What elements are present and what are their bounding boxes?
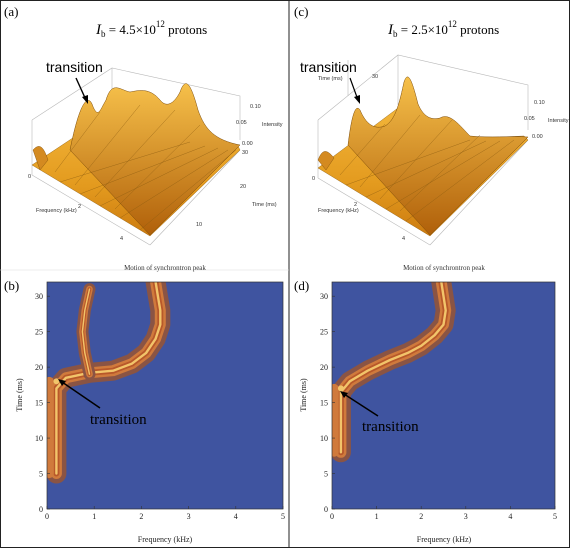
panel-a-time-tick-20: 20 (240, 184, 246, 190)
x-tick-label: 0 (45, 512, 49, 521)
panel-c-intensity-tick-0: 0.10 (534, 100, 545, 106)
panel-b-plot-frame (46, 281, 284, 510)
x-tick-label: 1 (375, 512, 379, 521)
panel-c: (c) Ib = 2.5×1012 protons transition Tim… (294, 4, 569, 246)
panel-d-xlabel: Frequency (kHz) (417, 535, 472, 544)
panel-a-intensity-tick-2: 0.00 (242, 141, 253, 147)
panel-a-intensity-tick-1: 0.05 (236, 120, 247, 126)
panel-b: (b) Motion of synchrontron peak 0 1 2 3 4 5 0 5… (4, 264, 285, 544)
panel-c-ridge (347, 76, 529, 236)
panel-c-mesh (339, 114, 515, 222)
panel-c-time-tick-30: 30 (372, 74, 378, 80)
panel-c-transition-label: transition (300, 59, 357, 75)
y-tick-label: 30 (320, 292, 328, 301)
x-tick-label: 1 (92, 512, 96, 521)
panel-a-mesh (54, 104, 237, 231)
panel-d-plot-frame (331, 281, 556, 510)
y-tick-label: 10 (35, 434, 43, 443)
x-tick-label: 5 (281, 512, 285, 521)
panel-b-heatmap (47, 282, 283, 509)
x-tick-label: 4 (508, 512, 512, 521)
panel-b-title: Motion of synchrontron peak (124, 264, 206, 272)
panel-d-letter: (d) (294, 278, 309, 293)
panel-b-letter: (b) (4, 278, 19, 293)
panel-a-freq-tick-4: 4 (120, 236, 123, 242)
x-tick-label: 3 (464, 512, 468, 521)
panel-d-transition-arrow (343, 393, 379, 417)
panel-d-axes: 0 1 2 3 4 5 0 5 10 15 20 25 30 (320, 292, 557, 521)
series-secondary-contour-high (81, 288, 91, 375)
panel-c-freq-tick-4: 4 (402, 236, 405, 242)
panel-a-freq-tick-0: 0 (28, 174, 31, 180)
panel-d: (d) Motion of synchrontron peak 0 1 2 3 4 5 0 5… (294, 264, 557, 544)
panel-a-early-bump (32, 146, 49, 171)
x-tick-label: 3 (187, 512, 191, 521)
panel-d-title: Motion of synchrontron peak (403, 264, 485, 272)
panel-a-time-label: Time (ms) (252, 202, 277, 208)
y-tick-label: 20 (35, 363, 43, 372)
panel-a-frequency-label: Frequency (kHz) (36, 208, 77, 214)
y-tick-label: 5 (324, 470, 328, 479)
panel-c-time-label-top: Time (ms) (318, 76, 343, 82)
panel-a-letter: (a) (4, 4, 18, 19)
panel-d-heatmap (332, 282, 555, 509)
y-tick-label: 0 (39, 505, 43, 514)
y-tick-label: 0 (324, 505, 328, 514)
panel-c-transition-arrowhead (354, 95, 360, 104)
panel-a-transition-label: transition (46, 59, 103, 75)
y-tick-label: 5 (39, 470, 43, 479)
panel-c-letter: (c) (294, 4, 308, 19)
y-tick-label: 10 (320, 434, 328, 443)
panel-b-transition-label: transition (90, 412, 147, 428)
panel-a-time-tick-30: 30 (242, 150, 248, 156)
y-tick-label: 30 (35, 292, 43, 301)
panel-a-ridge (69, 83, 241, 236)
panel-b-xlabel: Frequency (kHz) (138, 535, 193, 544)
panel-d-transition-label: transition (362, 419, 419, 435)
panel-d-transition-arrowhead (340, 391, 348, 398)
panel-c-3d-box (317, 54, 529, 246)
y-tick-label: 25 (320, 328, 328, 337)
panel-c-freq-tick-2: 2 (354, 202, 357, 208)
y-tick-label: 15 (35, 399, 43, 408)
panel-a-intensity-tick-0: 0.10 (250, 104, 261, 110)
panel-c-beam-intensity: Ib = 2.5×1012 protons (387, 19, 499, 39)
panel-c-freq-tick-0: 0 (312, 176, 315, 182)
panel-b-transition-arrowhead (58, 379, 66, 386)
panel-c-intensity-label: Intensity (548, 118, 569, 124)
panel-b-transition-arrow (61, 381, 101, 409)
panel-a-transition-arrowhead (82, 95, 88, 104)
x-tick-label: 0 (330, 512, 334, 521)
x-tick-label: 5 (553, 512, 557, 521)
transition-point (337, 385, 344, 392)
y-tick-label: 25 (35, 328, 43, 337)
y-tick-label: 20 (320, 363, 328, 372)
panel-a-freq-tick-2: 2 (78, 204, 81, 210)
panel-a-beam-intensity: Ib = 4.5×1012 protons (95, 19, 207, 39)
y-tick-label: 15 (320, 399, 328, 408)
x-tick-label: 2 (419, 512, 423, 521)
series-peak-contour-high (55, 282, 162, 475)
panel-b-axes: 0 1 2 3 4 5 0 5 10 15 20 25 30 (35, 292, 285, 521)
panel-c-early-bump (317, 151, 335, 171)
panel-a-time-tick-10: 10 (196, 222, 202, 228)
panel-c-intensity-tick-2: 0.00 (532, 134, 543, 140)
panel-d-ylabel: Time (ms) (299, 378, 308, 412)
x-tick-label: 4 (234, 512, 238, 521)
panel-c-intensity-tick-1: 0.05 (524, 116, 535, 122)
transition-point (53, 378, 60, 385)
panel-c-frequency-label: Frequency (kHz) (318, 208, 359, 214)
panel-b-ylabel: Time (ms) (15, 378, 24, 412)
panel-a-intensity-label: Intensity (262, 122, 283, 128)
x-tick-label: 2 (139, 512, 143, 521)
panel-a: (a) Ib = 4.5×1012 protons transition 0.1… (4, 4, 283, 246)
